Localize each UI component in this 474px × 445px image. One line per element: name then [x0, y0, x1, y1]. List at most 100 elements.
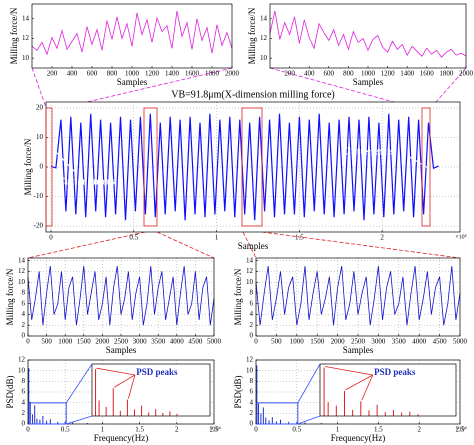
- highlight-box: [45, 107, 53, 227]
- x-tick-label: 1.5: [295, 234, 304, 242]
- x-tick-label: 0: [254, 338, 258, 346]
- x-tick-label: 2500: [351, 338, 366, 346]
- annotation-arrow: [345, 374, 373, 391]
- annotation-arrow: [114, 374, 136, 388]
- x-tick-label: 1.5: [374, 426, 383, 434]
- y-tick-label: 2: [250, 321, 254, 329]
- annotation-arrow: [96, 367, 135, 376]
- y-tick-label: 10: [18, 278, 26, 286]
- x-tick-label: 2: [175, 426, 179, 434]
- x-axis-label: Samples: [343, 345, 374, 355]
- panel: 0 500 1000 1500 2000 2500 3000 3500 4000 4500 5000…: [233, 256, 467, 355]
- y-tick-label: -20: [34, 222, 44, 230]
- y-tick-label: 6: [22, 388, 26, 396]
- x-tick-label: 3000: [133, 338, 148, 346]
- x-tick-label: 4000: [412, 338, 427, 346]
- connector: [31, 67, 48, 111]
- x-axis-label: Frequency(Hz): [94, 433, 148, 443]
- x-tick-label: 4000: [170, 338, 185, 346]
- x-tick-label: 0.5: [292, 426, 301, 434]
- x-axis-label: Samples: [353, 77, 384, 87]
- plot-area: [32, 4, 232, 68]
- x-tick-label: 4500: [433, 338, 448, 346]
- y-axis-label: Milling force/N: [23, 138, 33, 195]
- x-tick-label: 1600: [185, 70, 200, 78]
- zoom-link: [66, 415, 93, 425]
- x-tick-label: 1400: [165, 70, 180, 78]
- x-tick-label: 400: [67, 70, 78, 78]
- y-tick-label: 4: [22, 398, 26, 406]
- y-tick-label: 8: [22, 377, 26, 385]
- y-tick-label: 6: [250, 299, 254, 307]
- y-tick-label: 8: [22, 289, 26, 297]
- annotation-arrow: [128, 374, 136, 399]
- zoom-link: [297, 415, 321, 425]
- annotation: PSD peaks: [374, 367, 416, 377]
- y-tick-label: 0: [250, 332, 254, 340]
- plot-frame: [91, 363, 211, 417]
- y-tick-label: 4: [250, 398, 254, 406]
- plot-frame: [319, 363, 457, 417]
- highlight-box: [241, 107, 263, 227]
- y-tick-label: 2: [22, 409, 26, 417]
- panel: 0 500 1000 1500 2000 2500 3000 3500 4000 4500 5000…: [5, 256, 221, 355]
- plot-area: [92, 364, 210, 416]
- annotation-arrow: [325, 366, 373, 376]
- x-tick-label: 1800: [205, 70, 220, 78]
- y-tick-label: 10: [18, 366, 26, 374]
- x-tick-label: 1200: [145, 70, 160, 78]
- x-tick-label: 800: [107, 70, 118, 78]
- y-tick-label: 10: [36, 133, 44, 141]
- zoom-box: [256, 402, 299, 425]
- x-tick-label: 3000: [371, 338, 386, 346]
- y-tick-label: 14: [260, 14, 268, 22]
- x-tick-label: 3500: [151, 338, 166, 346]
- y-tick-label: 12: [18, 356, 26, 364]
- y-tick-label: 6: [22, 299, 26, 307]
- x-tick-label: 600: [87, 70, 98, 78]
- y-tick-label: 12: [246, 267, 254, 275]
- panel: 200 400 600 800 1000 1200 1400 1600 1800 2000 10 12…: [9, 3, 240, 87]
- annotation-arrow: [407, 155, 429, 169]
- x-tick-label: 1: [215, 234, 219, 242]
- x-tick-label: 1000: [58, 338, 73, 346]
- x-tick-label: 5000: [453, 338, 468, 346]
- x-axis-label: Samples: [117, 77, 148, 87]
- y-tick-label: 10: [246, 278, 254, 286]
- y-tick-label: 20: [36, 104, 44, 112]
- y-tick-label: 6: [250, 388, 254, 396]
- x-tick-label: 200: [47, 70, 58, 78]
- connector: [242, 231, 257, 259]
- y-axis-label: Milling force/N: [233, 268, 243, 325]
- x-tick-label: 1500: [310, 338, 325, 346]
- x-tick-label: 200: [284, 70, 295, 78]
- annotation-arrow: [53, 149, 76, 173]
- x-tick-label: 2000: [225, 70, 240, 78]
- x-tick-label: 3500: [392, 338, 407, 346]
- panel: 200 400 600 800 1000 1200 1400 1600 1800 2000 10 12…: [247, 3, 474, 87]
- x-tick-label: 0.5: [61, 426, 70, 434]
- y-tick-label: 2: [250, 409, 254, 417]
- panel: PSD peaks: [319, 363, 457, 417]
- x-tick-label: 1000: [290, 338, 305, 346]
- x-tick-label: 0: [26, 426, 30, 434]
- highlight-box: [421, 107, 431, 227]
- x-tick-label: 5000: [207, 338, 222, 346]
- y-tick-label: 12: [22, 34, 30, 42]
- x-tick-label: 2500: [114, 338, 129, 346]
- panel: 0 0.5 1 1.5 2 -20 -10 0 10 20 Samples Milling force…: [23, 89, 467, 251]
- data-line: [31, 10, 233, 56]
- y-tick-label: 8: [250, 289, 254, 297]
- x-tick-label: 2.5: [456, 426, 465, 434]
- y-tick-label: 14: [22, 14, 30, 22]
- zoom-link: [297, 363, 321, 404]
- annotation: PSD peaks: [136, 367, 178, 377]
- y-axis-label: PSD(dB): [233, 375, 243, 408]
- x-tick-label: 0.5: [129, 234, 138, 242]
- x-tick-label: 1.5: [135, 426, 144, 434]
- y-axis-label: Milling force/N: [9, 7, 19, 64]
- data-line: [27, 266, 215, 326]
- x-tick-label: 500: [41, 338, 52, 346]
- x-tick-label: 1200: [381, 70, 396, 78]
